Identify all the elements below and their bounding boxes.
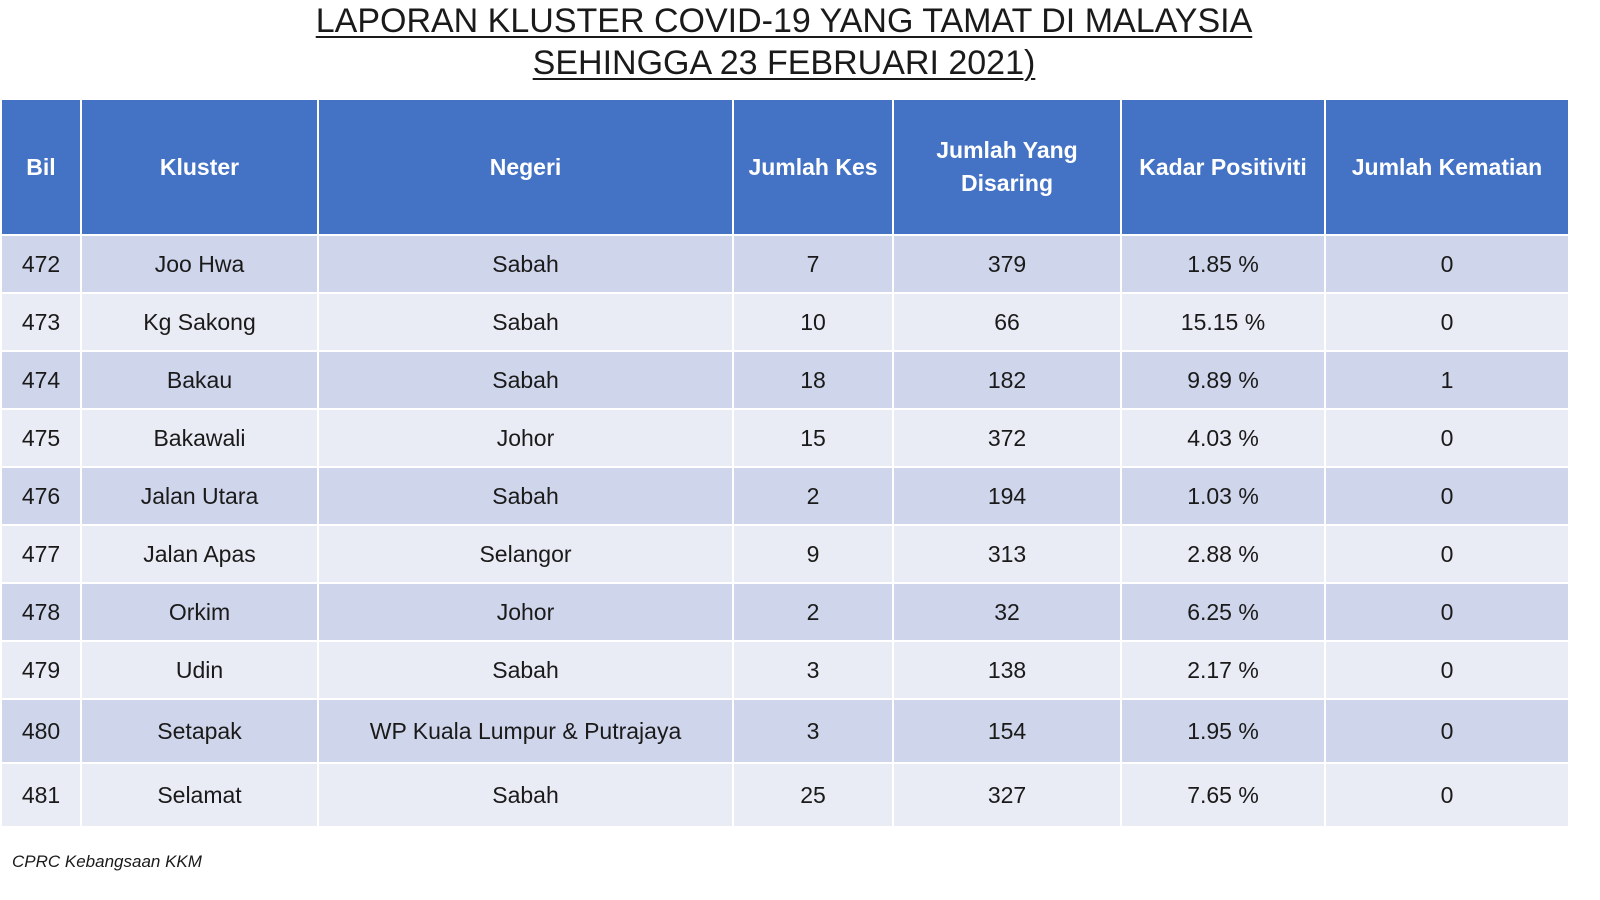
cell-kluster: Jalan Utara [80,466,319,526]
cell-jumlah-kes: 25 [732,762,894,828]
cell-negeri: Sabah [317,762,734,828]
cell-jumlah-kes: 7 [732,234,894,294]
cell-kadar-positiviti: 1.95 % [1120,698,1326,764]
cell-jumlah-kematian: 0 [1324,762,1570,828]
cluster-table: Bil Kluster Negeri Jumlah Kes Jumlah Yan… [0,98,1570,828]
cell-kluster: Bakawali [80,408,319,468]
cell-jumlah-kematian: 0 [1324,234,1570,294]
cell-bil: 476 [0,466,82,526]
header-jumlah-kematian: Jumlah Kematian [1324,98,1570,236]
cell-kluster: Orkim [80,582,319,642]
cell-kluster: Setapak [80,698,319,764]
cell-bil: 472 [0,234,82,294]
cell-jumlah-disaring: 194 [892,466,1122,526]
table-row: 475 Bakawali Johor 15 372 4.03 % 0 [0,408,1570,468]
cell-negeri: Johor [317,582,734,642]
header-jumlah-kes: Jumlah Kes [732,98,894,236]
source-note: CPRC Kebangsaan KKM [12,852,202,871]
header-bil: Bil [0,98,82,236]
cell-jumlah-kes: 18 [732,350,894,410]
table-row: 479 Udin Sabah 3 138 2.17 % 0 [0,640,1570,700]
cell-jumlah-kes: 2 [732,582,894,642]
cell-jumlah-kes: 9 [732,524,894,584]
header-jumlah-disaring: Jumlah Yang Disaring [892,98,1122,236]
cell-kadar-positiviti: 7.65 % [1120,762,1326,828]
cell-jumlah-disaring: 327 [892,762,1122,828]
table-row: 477 Jalan Apas Selangor 9 313 2.88 % 0 [0,524,1570,584]
cell-jumlah-kes: 10 [732,292,894,352]
cell-bil: 478 [0,582,82,642]
cell-negeri: Sabah [317,466,734,526]
cell-bil: 481 [0,762,82,828]
cell-jumlah-kes: 3 [732,640,894,700]
cell-jumlah-disaring: 66 [892,292,1122,352]
table-row: 478 Orkim Johor 2 32 6.25 % 0 [0,582,1570,642]
table-header-row: Bil Kluster Negeri Jumlah Kes Jumlah Yan… [0,98,1570,236]
cell-jumlah-kematian: 1 [1324,350,1570,410]
cell-kluster: Bakau [80,350,319,410]
cell-kluster: Jalan Apas [80,524,319,584]
cell-kadar-positiviti: 6.25 % [1120,582,1326,642]
cell-kluster: Udin [80,640,319,700]
cell-jumlah-kes: 3 [732,698,894,764]
cell-negeri: WP Kuala Lumpur & Putrajaya [317,698,734,764]
cell-jumlah-disaring: 154 [892,698,1122,764]
table-row: 473 Kg Sakong Sabah 10 66 15.15 % 0 [0,292,1570,352]
report-title: LAPORAN KLUSTER COVID-19 YANG TAMAT DI M… [0,0,1568,84]
cell-bil: 473 [0,292,82,352]
cell-jumlah-disaring: 372 [892,408,1122,468]
cell-jumlah-kematian: 0 [1324,640,1570,700]
cell-jumlah-kematian: 0 [1324,408,1570,468]
cell-negeri: Johor [317,408,734,468]
table-row: 476 Jalan Utara Sabah 2 194 1.03 % 0 [0,466,1570,526]
cell-kluster: Kg Sakong [80,292,319,352]
table-row: 472 Joo Hwa Sabah 7 379 1.85 % 0 [0,234,1570,294]
cell-kadar-positiviti: 15.15 % [1120,292,1326,352]
cell-jumlah-disaring: 379 [892,234,1122,294]
header-kadar-positiviti: Kadar Positiviti [1120,98,1326,236]
cell-jumlah-disaring: 313 [892,524,1122,584]
title-line-1: LAPORAN KLUSTER COVID-19 YANG TAMAT DI M… [315,2,1253,40]
table-row: 481 Selamat Sabah 25 327 7.65 % 0 [0,762,1570,828]
cell-bil: 474 [0,350,82,410]
cell-kluster: Joo Hwa [80,234,319,294]
cell-jumlah-kematian: 0 [1324,582,1570,642]
cell-kadar-positiviti: 4.03 % [1120,408,1326,468]
cell-bil: 480 [0,698,82,764]
table-row: 474 Bakau Sabah 18 182 9.89 % 1 [0,350,1570,410]
cell-kadar-positiviti: 1.85 % [1120,234,1326,294]
cell-kluster: Selamat [80,762,319,828]
cell-jumlah-disaring: 32 [892,582,1122,642]
header-negeri: Negeri [317,98,734,236]
cell-jumlah-kematian: 0 [1324,466,1570,526]
cell-jumlah-kematian: 0 [1324,292,1570,352]
cell-bil: 479 [0,640,82,700]
cell-jumlah-kes: 2 [732,466,894,526]
cell-negeri: Sabah [317,350,734,410]
cell-jumlah-disaring: 138 [892,640,1122,700]
table-row: 480 Setapak WP Kuala Lumpur & Putrajaya 3 15… [0,698,1570,764]
cell-negeri: Sabah [317,292,734,352]
cell-kadar-positiviti: 2.88 % [1120,524,1326,584]
cell-kadar-positiviti: 2.17 % [1120,640,1326,700]
cell-jumlah-kematian: 0 [1324,524,1570,584]
header-kluster: Kluster [80,98,319,236]
cell-negeri: Sabah [317,640,734,700]
cell-negeri: Sabah [317,234,734,294]
cell-jumlah-kes: 15 [732,408,894,468]
cell-jumlah-disaring: 182 [892,350,1122,410]
cell-negeri: Selangor [317,524,734,584]
cell-kadar-positiviti: 9.89 % [1120,350,1326,410]
cell-kadar-positiviti: 1.03 % [1120,466,1326,526]
cell-bil: 475 [0,408,82,468]
cell-jumlah-kematian: 0 [1324,698,1570,764]
table-body: 472 Joo Hwa Sabah 7 379 1.85 % 0 473 Kg Sakong Sa… [0,234,1570,828]
title-line-2: SEHINGGA 23 FEBRUARI 2021) [532,44,1036,82]
cell-bil: 477 [0,524,82,584]
